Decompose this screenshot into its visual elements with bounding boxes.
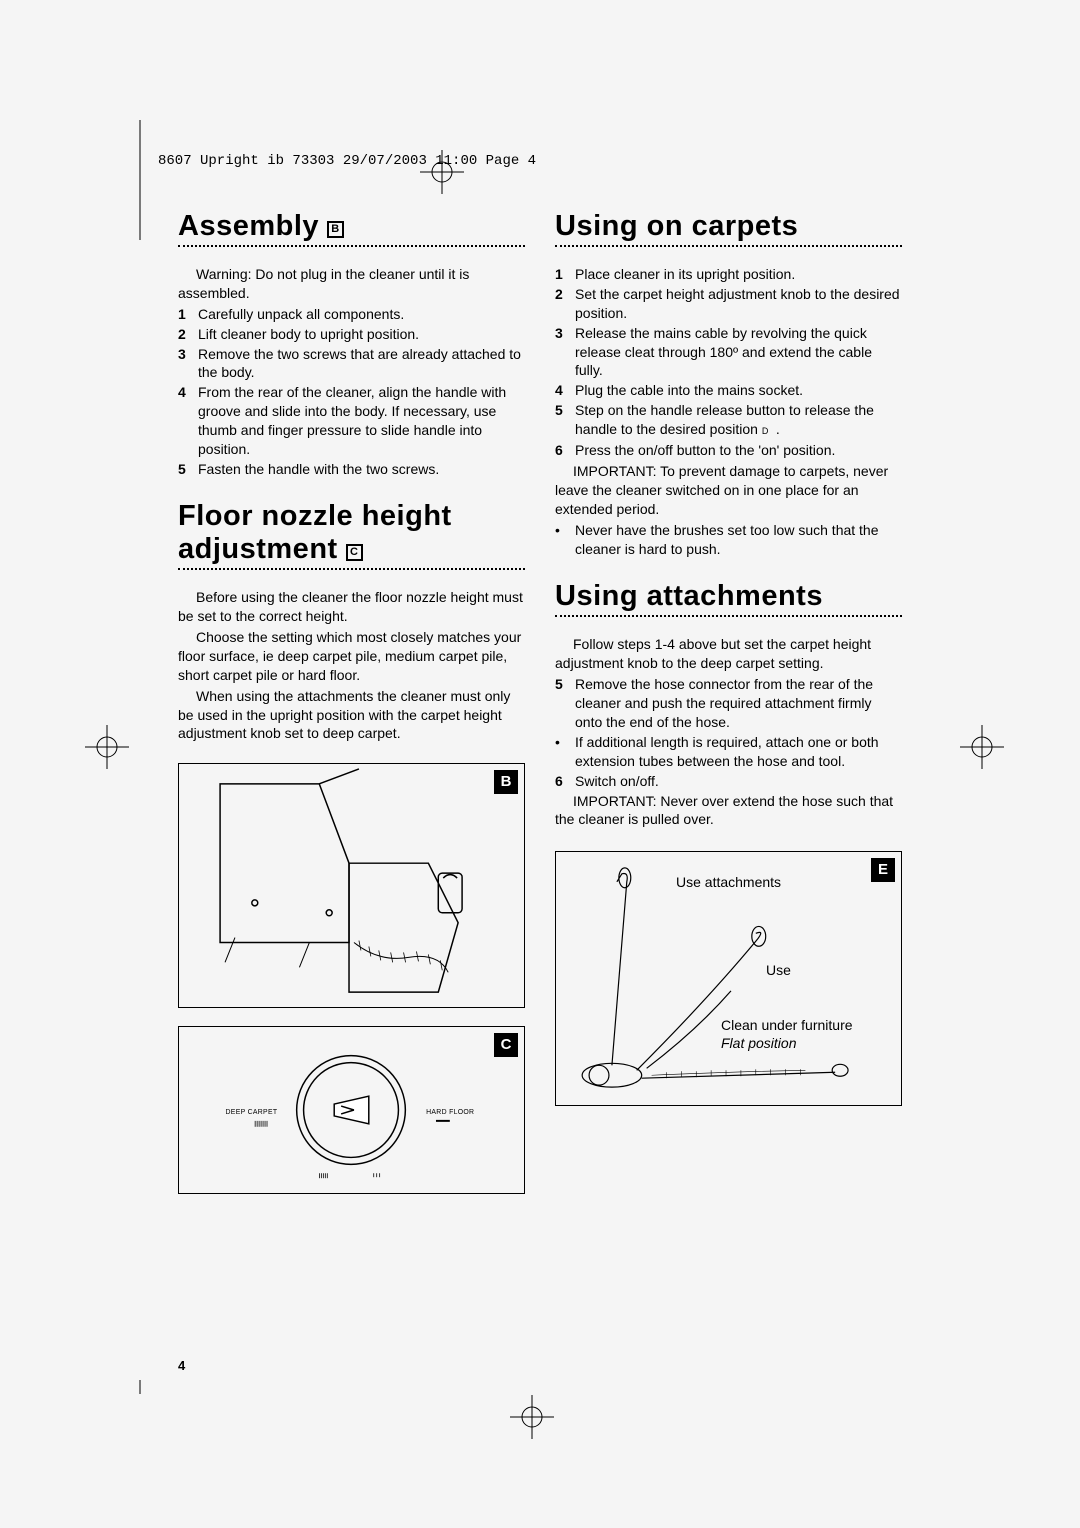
attachments-bullets: If additional length is required, attach… [555,733,902,771]
figure-c-svg: DEEP CARPET HARD FLOOR [179,1027,524,1193]
assembly-ref: B [327,221,344,238]
assembly-steps: 1Carefully unpack all components. 2Lift … [178,305,525,479]
fig-e-use-attachments: Use attachments [676,874,781,890]
page-content: Assembly B Warning: Do not plug in the c… [178,210,903,1194]
attachments-important: IMPORTANT: Never over extend the hose su… [555,792,902,830]
attachments-intro: Follow steps 1-4 above but set the carpe… [555,635,902,673]
floor-heading-2: adjustment C [178,533,525,566]
right-column: Using on carpets 1Place cleaner in its u… [555,210,902,1194]
rule [178,568,525,570]
assembly-step-1: Carefully unpack all components. [198,305,525,324]
assembly-heading: Assembly B [178,210,525,243]
attachments-bullet-1: If additional length is required, attach… [575,733,902,771]
attachments-heading: Using attachments [555,580,902,613]
floor-ref: C [346,544,363,561]
floor-p1: Before using the cleaner the floor nozzl… [178,588,525,626]
figure-c-label: C [494,1033,518,1057]
attachments-step-6: Switch on/off. [575,772,902,791]
rule [555,615,902,617]
assembly-step-2: Lift cleaner body to upright position. [198,325,525,344]
figure-b-label: B [494,770,518,794]
carpets-important-text: IMPORTANT: To prevent damage to carpets,… [555,462,902,519]
carpets-title: Using on carpets [555,210,798,243]
carpets-step-6: Press the on/off button to the 'on' posi… [575,441,902,460]
assembly-warning: Warning: Do not plug in the cleaner unti… [178,265,525,303]
assembly-title: Assembly [178,210,319,243]
fig-e-use: Use [766,962,791,978]
carpets-steps: 1Place cleaner in its upright position. … [555,265,902,460]
carpets-step-4: Plug the cable into the mains socket. [575,381,902,400]
rule [178,245,525,247]
attachments-steps: 5Remove the hose connector from the rear… [555,675,902,732]
fig-e-clean-under: Clean under furniture [721,1017,853,1033]
fig-c-deep-carpet: DEEP CARPET [226,1109,278,1116]
figure-b-svg [179,764,524,1007]
carpets-step-1: Place cleaner in its upright position. [575,265,902,284]
floor-p3: When using the attachments the cleaner m… [178,687,525,744]
assembly-step-3: Remove the two screws that are already a… [198,345,525,383]
reg-mark-right [960,725,1004,769]
left-column: Assembly B Warning: Do not plug in the c… [178,210,525,1194]
floor-title-l1: Floor nozzle height [178,501,452,531]
floor-title-l2: adjustment [178,533,338,566]
attachments-steps-2: 6Switch on/off. [555,772,902,791]
figure-e: E [555,851,902,1106]
carpets-bullets: Never have the brushes set too low such … [555,521,902,559]
page-number: 4 [178,1358,185,1373]
reg-mark-bottom [510,1395,554,1439]
carpets-heading: Using on carpets [555,210,902,243]
attachments-step-5: Remove the hose connector from the rear … [575,675,902,732]
carpets-step-2: Set the carpet height adjustment knob to… [575,285,902,323]
carpets-step-5: Step on the handle release button to rel… [575,401,902,440]
attachments-title: Using attachments [555,580,823,613]
rule [555,245,902,247]
reg-mark-left [85,725,129,769]
figure-e-label: E [871,858,895,882]
print-header: 8607 Upright ib 73303 29/07/2003 11:00 P… [158,153,536,169]
floor-p2: Choose the setting which most closely ma… [178,628,525,685]
carpets-step-3: Release the mains cable by revolving the… [575,324,902,381]
fig-c-hard-floor: HARD FLOOR [426,1109,474,1116]
figure-b: B [178,763,525,1008]
assembly-step-5: Fasten the handle with the two screws. [198,460,525,479]
floor-heading: Floor nozzle height [178,501,525,531]
assembly-step-4: From the rear of the cleaner, align the … [198,383,525,459]
carpets-bullet-1: Never have the brushes set too low such … [575,521,902,559]
figure-c: C DEEP CARPET HARD FLOO [178,1026,525,1194]
fig-e-flat: Flat position [721,1035,796,1051]
